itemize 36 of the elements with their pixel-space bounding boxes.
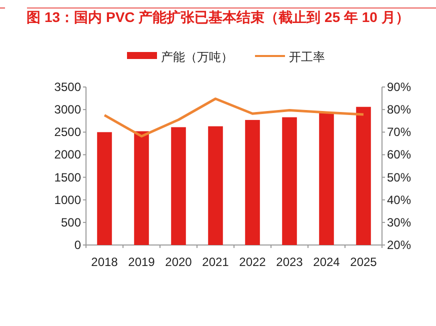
- y-tick-label: 500: [60, 215, 82, 230]
- y2-tick-label: 20%: [387, 238, 412, 252]
- bar: [245, 120, 260, 245]
- y2-tick-label: 80%: [387, 102, 412, 117]
- bar: [134, 131, 149, 245]
- y2-tick-label: 40%: [387, 192, 412, 207]
- chart-title: 图 13：国内 PVC 产能扩张已基本结束（截止到 25 年 10 月）: [26, 9, 410, 25]
- bar: [282, 117, 297, 245]
- bar: [171, 127, 186, 245]
- x-tick-label: 2025: [350, 255, 378, 269]
- y-tick-label: 3500: [54, 80, 82, 94]
- bar: [356, 106, 371, 245]
- y2-tick-label: 70%: [387, 125, 412, 140]
- line-series: [103, 97, 365, 138]
- bar: [97, 132, 112, 245]
- y2-tick-label: 50%: [387, 170, 412, 184]
- y-tick-label: 2000: [54, 148, 82, 162]
- y-tick-label: 1500: [54, 170, 82, 184]
- bar: [208, 126, 223, 245]
- y-tick-label: 3000: [54, 102, 82, 117]
- legend-label: 开工率: [289, 50, 325, 64]
- x-tick-label: 2022: [239, 255, 266, 269]
- x-tick-label: 2024: [313, 255, 340, 269]
- bar: [319, 112, 334, 245]
- x-tick-label: 2023: [276, 255, 304, 269]
- y2-tick-label: 60%: [387, 148, 412, 162]
- legend-label: 产能（万吨）: [161, 50, 233, 64]
- x-tick-label: 2020: [165, 255, 192, 269]
- y-tick-label: 0: [74, 238, 82, 252]
- x-tick-label: 2019: [128, 255, 156, 269]
- y2-tick-label: 30%: [387, 215, 412, 230]
- x-tick-label: 2018: [91, 255, 118, 269]
- y-tick-label: 2500: [54, 125, 82, 140]
- y-tick-label: 1000: [54, 192, 82, 207]
- y2-tick-label: 90%: [387, 80, 412, 94]
- x-tick-label: 2021: [202, 255, 230, 269]
